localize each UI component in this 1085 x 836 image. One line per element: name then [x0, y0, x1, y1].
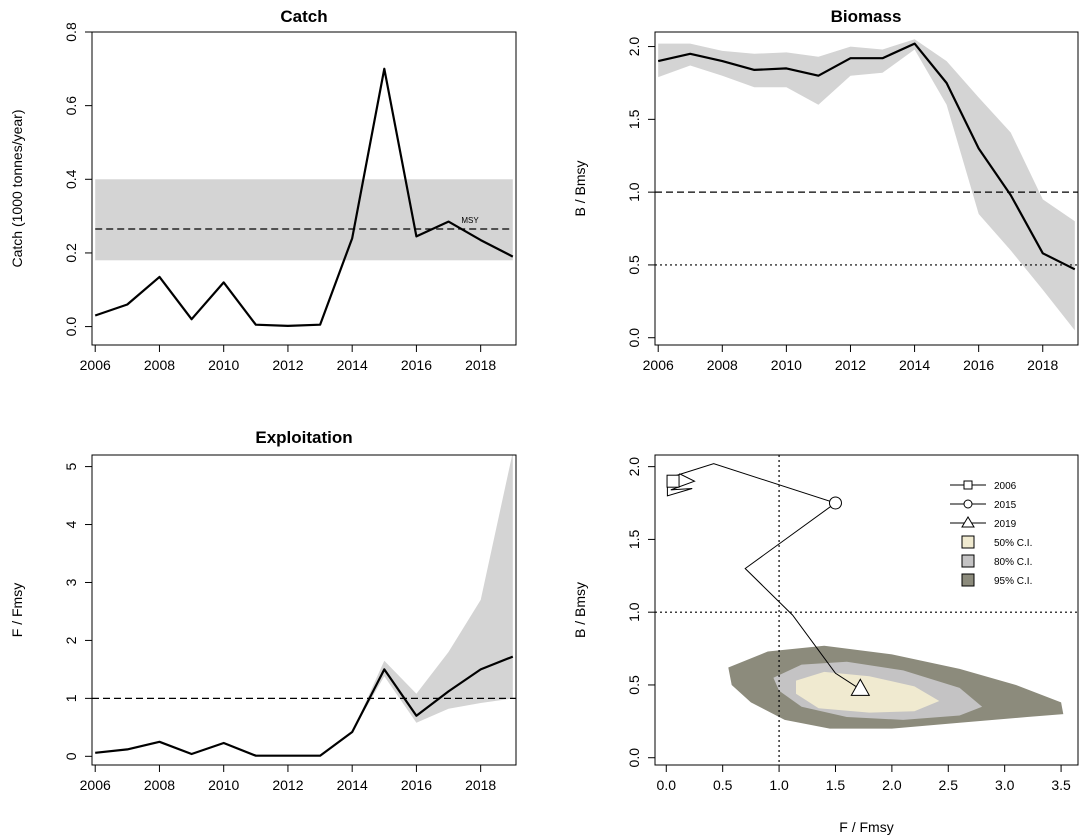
y-tick-label: 0.0	[626, 328, 642, 348]
y-tick-label: 1.5	[626, 109, 642, 129]
y-tick-label: 2.0	[626, 37, 642, 57]
y-tick-label: 0.4	[63, 169, 79, 189]
x-tick-label: 2018	[465, 777, 496, 793]
y-tick-label: 0.5	[626, 255, 642, 275]
plot-frame	[91, 31, 517, 346]
x-axis-label: F / Fmsy	[839, 819, 893, 835]
x-tick-label: 2010	[208, 357, 239, 373]
legend-label: 2015	[994, 500, 1017, 511]
y-axis-label: F / Fmsy	[9, 583, 25, 637]
y-tick-label: 0.0	[63, 317, 79, 337]
legend-circle-icon	[963, 499, 973, 509]
kobe-panel: 2006 2015 2019 50% C.I. 80% C.I. 95% C.I. B / …	[572, 454, 1079, 835]
series-line	[94, 67, 514, 327]
y-tick-label: 3	[63, 578, 79, 586]
y-tick-label: 1.0	[626, 602, 642, 622]
msy-label: MSY	[461, 216, 479, 225]
x-tick-label: 0.5	[713, 777, 733, 793]
y-tick-label: 2	[63, 636, 79, 644]
x-tick-label: 2006	[643, 357, 674, 373]
y-tick-label: 1.0	[626, 182, 642, 202]
legend-label: 50% C.I.	[994, 538, 1032, 549]
x-tick-label: 2.5	[939, 777, 959, 793]
legend-square-icon	[963, 480, 973, 490]
legend-label: 80% C.I.	[994, 557, 1032, 568]
x-tick-label: 3.0	[995, 777, 1015, 793]
y-tick-label: 4	[63, 520, 79, 528]
y-tick-label: 0.6	[63, 96, 79, 116]
chart-title: Catch	[280, 7, 327, 26]
marker-2019	[850, 678, 871, 696]
x-tick-label: 2012	[272, 777, 303, 793]
y-tick-label: 0	[63, 752, 79, 760]
y-tick-label: 5	[63, 462, 79, 470]
x-tick-label: 2014	[337, 357, 368, 373]
legend-swatch	[961, 573, 975, 587]
marker-2006	[666, 474, 680, 488]
x-tick-label: 2012	[272, 357, 303, 373]
x-tick-label: 2006	[80, 357, 111, 373]
legend-triangle-icon	[961, 516, 975, 528]
y-tick-label: 0.2	[63, 243, 79, 263]
x-tick-label: 3.5	[1051, 777, 1071, 793]
y-axis-label: Catch (1000 tonnes/year)	[9, 110, 25, 268]
plot-frame	[654, 31, 1079, 346]
x-tick-label: 2016	[401, 357, 432, 373]
x-tick-label: 2010	[771, 357, 802, 373]
chart-title: Biomass	[831, 7, 902, 26]
catch-panel: MSY Catch Catch (1000 tonnes/year) 2006 2008…	[9, 7, 517, 373]
legend-label: 2019	[994, 519, 1017, 530]
x-tick-label: 0.0	[657, 777, 677, 793]
y-tick-label: 0.0	[626, 748, 642, 768]
plot-frame	[91, 454, 517, 766]
chart-title: Exploitation	[255, 428, 352, 447]
series-line	[95, 655, 514, 757]
x-tick-label: 2010	[208, 777, 239, 793]
x-tick-label: 2008	[144, 357, 175, 373]
y-tick-label: 1.5	[626, 529, 642, 549]
plot-frame	[654, 454, 1079, 766]
x-tick-label: 2008	[707, 357, 738, 373]
y-axis-label: B / Bmsy	[572, 160, 588, 216]
clipped-band-group	[95, 455, 513, 756]
x-tick-label: 2012	[835, 357, 866, 373]
x-tick-label: 2014	[337, 777, 368, 793]
y-tick-label: 0.8	[63, 22, 79, 42]
biomass-panel: Biomass B / Bmsy 2006 2008 2010 2012 2014 2016 2…	[572, 7, 1079, 373]
x-tick-label: 2006	[80, 777, 111, 793]
legend-swatch	[961, 535, 975, 549]
legend-label: 2006	[994, 481, 1017, 492]
exploitation-ci-band	[95, 455, 513, 756]
legend-swatch	[961, 554, 975, 568]
x-tick-label: 2016	[401, 777, 432, 793]
x-tick-label: 1.0	[769, 777, 789, 793]
x-tick-label: 2016	[963, 357, 994, 373]
x-tick-label: 2018	[1027, 357, 1058, 373]
biomass-ci-band	[658, 39, 1075, 331]
x-tick-label: 1.5	[826, 777, 846, 793]
x-tick-label: 2014	[899, 357, 930, 373]
series-line	[657, 42, 1076, 271]
y-tick-label: 0.5	[626, 675, 642, 695]
y-tick-label: 1	[63, 694, 79, 702]
y-axis-label: B / Bmsy	[572, 582, 588, 638]
legend-label: 95% C.I.	[994, 576, 1032, 587]
x-tick-label: 2008	[144, 777, 175, 793]
y-tick-label: 2.0	[626, 457, 642, 477]
marker-2015	[828, 496, 842, 510]
x-tick-label: 2018	[465, 357, 496, 373]
x-tick-label: 2.0	[882, 777, 902, 793]
msy-ci-band	[95, 179, 513, 261]
